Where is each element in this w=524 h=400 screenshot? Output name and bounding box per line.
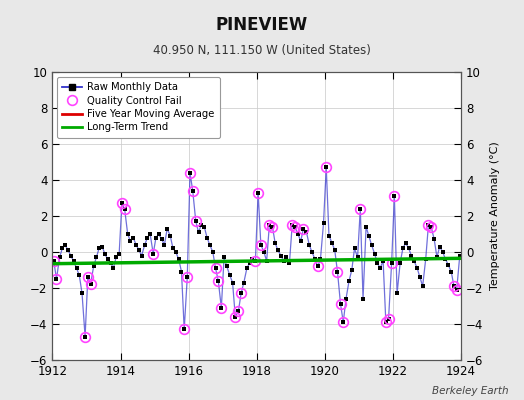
Text: PINEVIEW: PINEVIEW bbox=[216, 16, 308, 34]
Legend: Raw Monthly Data, Quality Control Fail, Five Year Moving Average, Long-Term Tren: Raw Monthly Data, Quality Control Fail, … bbox=[58, 77, 220, 138]
Y-axis label: Temperature Anomaly (°C): Temperature Anomaly (°C) bbox=[490, 142, 500, 290]
Text: Berkeley Earth: Berkeley Earth bbox=[432, 386, 508, 396]
Text: 40.950 N, 111.150 W (United States): 40.950 N, 111.150 W (United States) bbox=[153, 44, 371, 57]
